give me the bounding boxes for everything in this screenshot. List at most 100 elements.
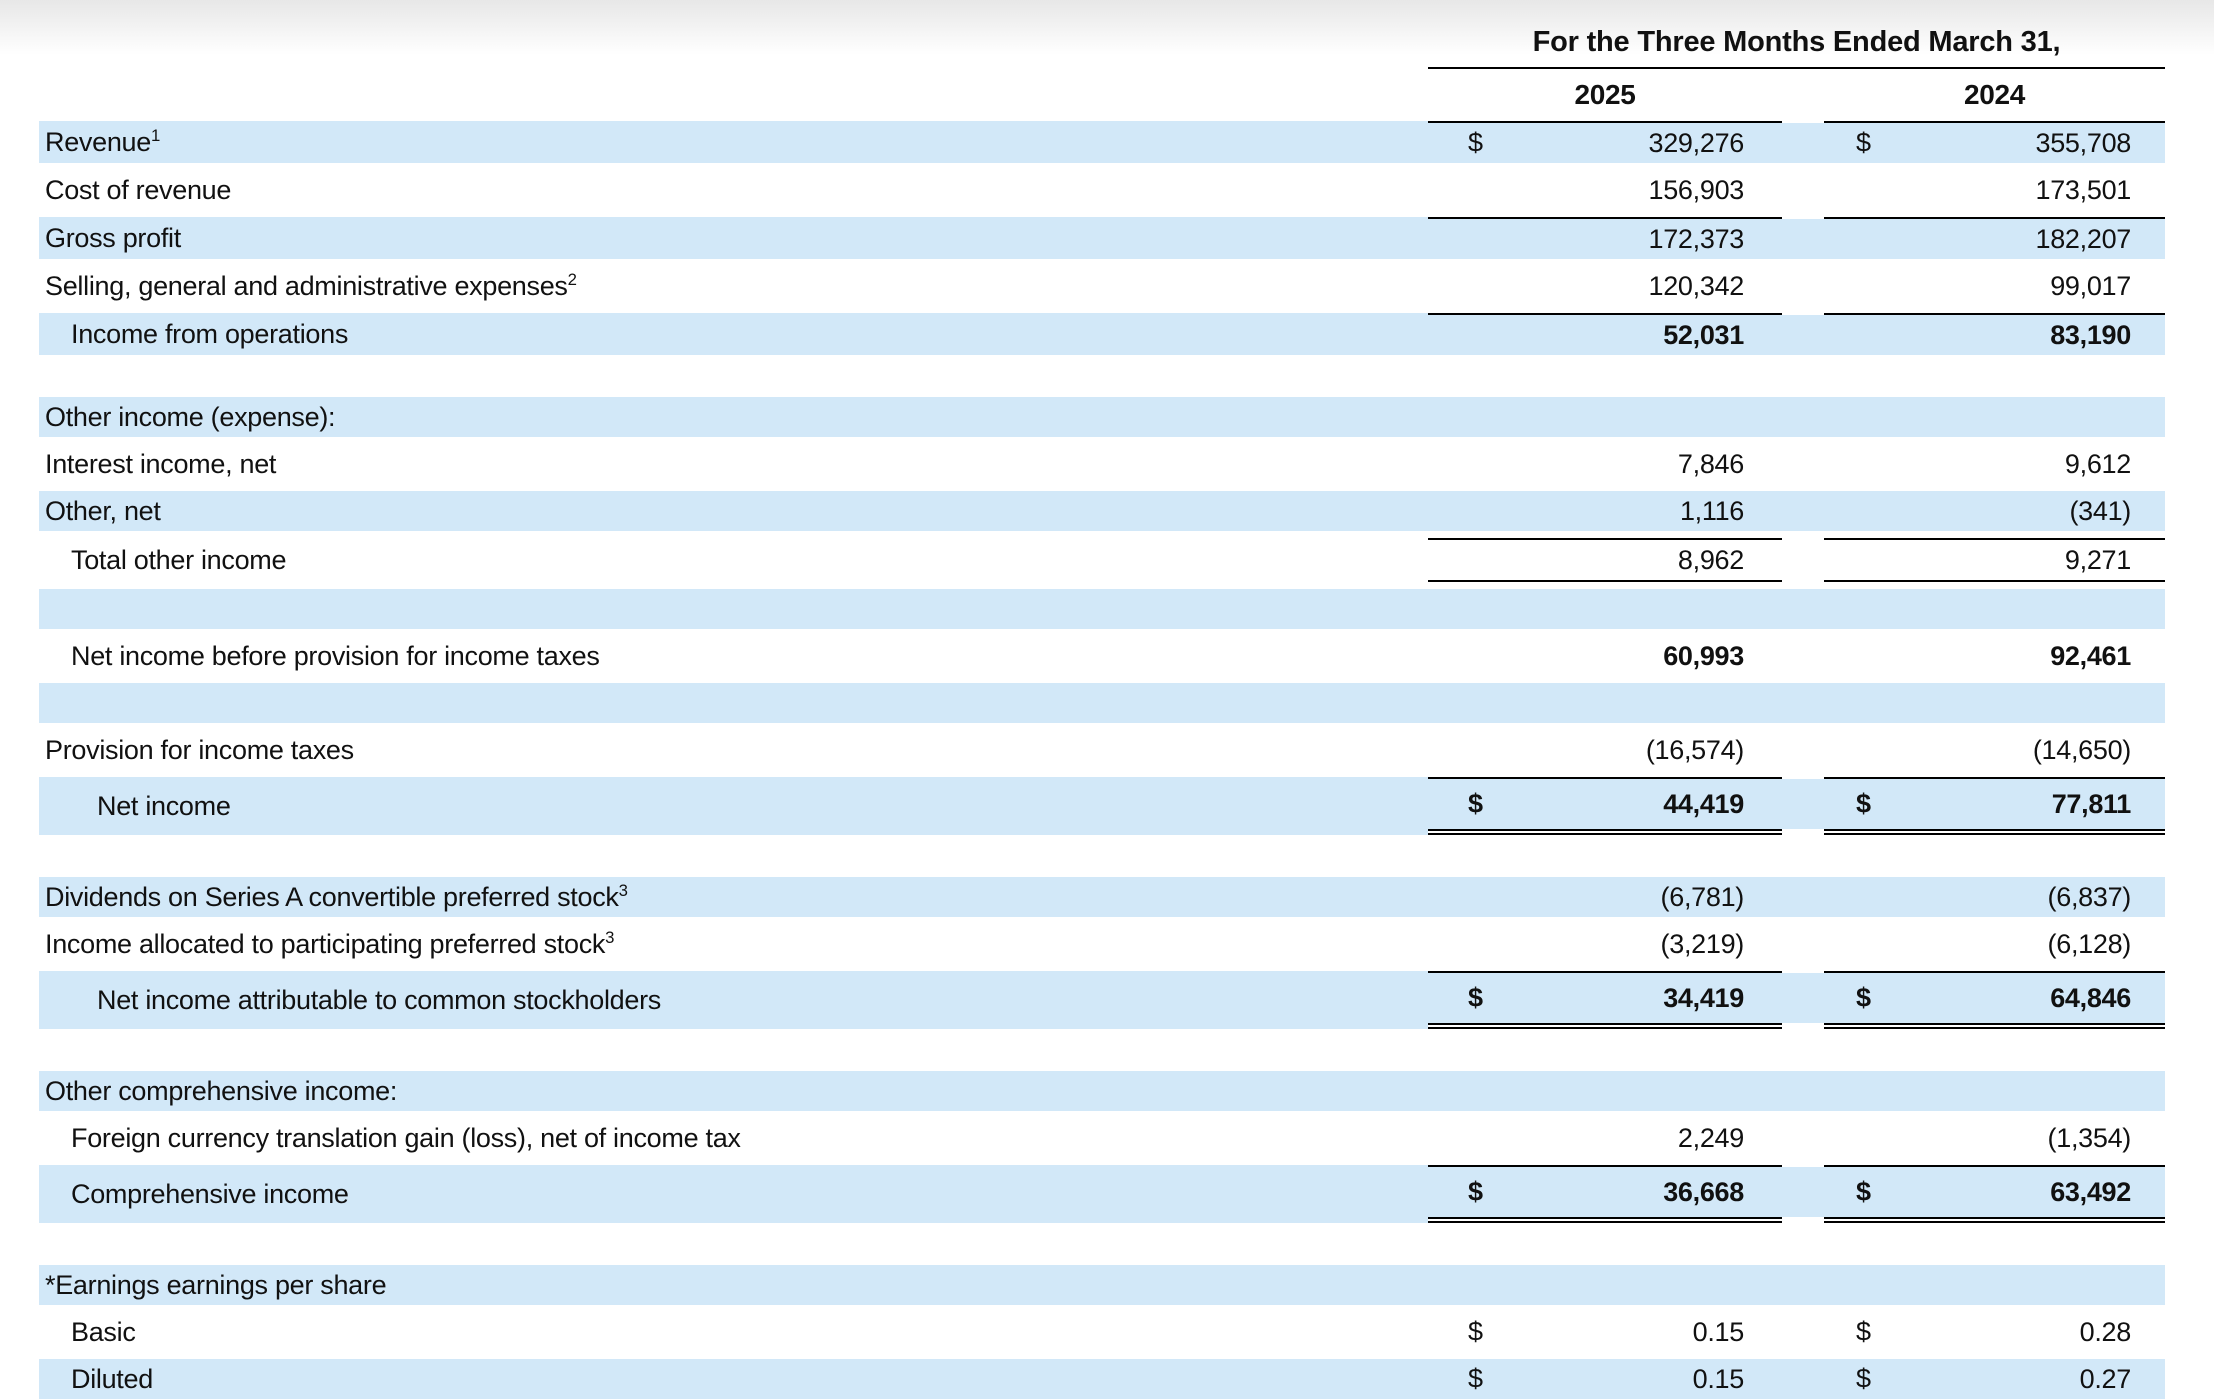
- value-text: 52,031: [1663, 319, 1744, 350]
- column-gap-cell: [1782, 1230, 1824, 1258]
- column-gap-cell: [1782, 76, 1824, 114]
- value-2025-cell: 52,031: [1428, 313, 1782, 355]
- value-2024-cell: 99,017: [1824, 266, 2165, 306]
- value-text: 156,903: [1648, 174, 1745, 205]
- value-text: 0.27: [2079, 1363, 2132, 1394]
- currency-symbol: $: [1468, 127, 1483, 158]
- currency-symbol: $: [1468, 788, 1483, 819]
- value-2025-cell: 172,373: [1428, 217, 1782, 259]
- value-text: 63,492: [2050, 1176, 2131, 1207]
- table-row: Basic $0.15 $0.28: [39, 1312, 2165, 1352]
- value-text: (6,781): [1660, 881, 1745, 912]
- row-label-cell: Dividends on Series A convertible prefer…: [39, 877, 1428, 917]
- value-2025-cell: 156,903: [1428, 170, 1782, 210]
- row-label-cell: [39, 362, 1428, 390]
- row-label-cell: Other income (expense):: [39, 397, 1428, 437]
- value-text: 8,962: [1677, 544, 1744, 575]
- row-label-cell: Diluted: [39, 1359, 1428, 1399]
- column-gap-cell: [1782, 924, 1824, 964]
- value-text: 44,419: [1663, 788, 1744, 819]
- row-label-cell: [39, 683, 1428, 723]
- label-superscript: 3: [618, 880, 628, 900]
- row-label-cell: *Earnings earnings per share: [39, 1265, 1428, 1305]
- table-row: Other income (expense):: [39, 397, 2165, 437]
- value-text: (16,574): [1645, 734, 1744, 765]
- currency-symbol: $: [1856, 1316, 1871, 1347]
- table-body: Revenue1 $329,276 $355,708 Cost of reven…: [39, 121, 2165, 1399]
- value-2024-cell: $0.28: [1824, 1312, 2165, 1352]
- row-label-cell: Selling, general and administrative expe…: [39, 266, 1428, 306]
- table-row: Selling, general and administrative expe…: [39, 266, 2165, 306]
- value-2025-cell: $329,276: [1428, 121, 1782, 163]
- currency-symbol: $: [1468, 1176, 1483, 1207]
- row-label-cell: Gross profit: [39, 217, 1428, 259]
- value-text: 7,846: [1677, 448, 1744, 479]
- value-2024-cell: (14,650): [1824, 730, 2165, 770]
- value-2024-cell: [1824, 842, 2165, 870]
- table-row: Net income attributable to common stockh…: [39, 971, 2165, 1029]
- table-row: [39, 1230, 2165, 1258]
- row-label-cell: Income allocated to participating prefer…: [39, 924, 1428, 964]
- value-text: 34,419: [1663, 982, 1744, 1013]
- value-text: 9,271: [2064, 544, 2131, 575]
- row-label: Revenue: [45, 126, 151, 157]
- label-superscript: 2: [567, 269, 577, 289]
- column-gap-cell: [1782, 1165, 1824, 1223]
- value-2025-cell: $34,419: [1428, 971, 1782, 1029]
- table-row: [39, 683, 2165, 723]
- value-2025-cell: [1428, 397, 1782, 437]
- value-2025-cell: [1428, 1230, 1782, 1258]
- table-row: [39, 589, 2165, 629]
- row-label: Cost of revenue: [45, 174, 232, 205]
- column-gap-cell: [1782, 730, 1824, 770]
- value-2024-cell: [1824, 362, 2165, 390]
- column-gap-cell: [1782, 1118, 1824, 1158]
- currency-symbol: $: [1856, 1176, 1871, 1207]
- column-gap-cell: [1782, 313, 1824, 355]
- table-row: Provision for income taxes (16,574) (14,…: [39, 730, 2165, 770]
- table-row: Revenue1 $329,276 $355,708: [39, 121, 2165, 163]
- value-2024-cell: 9,612: [1824, 444, 2165, 484]
- table-row: Cost of revenue 156,903 173,501: [39, 170, 2165, 210]
- row-label: Gross profit: [45, 222, 181, 253]
- value-text: 64,846: [2050, 982, 2131, 1013]
- row-label-cell: [39, 1230, 1428, 1258]
- value-text: 173,501: [2035, 174, 2132, 205]
- column-gap-cell: [1782, 266, 1824, 306]
- value-2024-cell: $77,811: [1824, 777, 2165, 835]
- table-row: Interest income, net 7,846 9,612: [39, 444, 2165, 484]
- row-label-cell: Revenue1: [39, 121, 1428, 163]
- table-row: Dividends on Series A convertible prefer…: [39, 877, 2165, 917]
- value-2024-cell: (1,354): [1824, 1118, 2165, 1158]
- value-2024-cell: $63,492: [1824, 1165, 2165, 1223]
- label-superscript: 3: [605, 927, 615, 947]
- value-2024-cell: [1824, 1265, 2165, 1305]
- value-2024-cell: (6,837): [1824, 877, 2165, 917]
- value-text: 92,461: [2050, 640, 2131, 671]
- row-label-cell: Provision for income taxes: [39, 730, 1428, 770]
- column-gap-cell: [1782, 217, 1824, 259]
- value-text: 120,342: [1648, 270, 1745, 301]
- value-2024-cell: [1824, 683, 2165, 723]
- row-label: Other, net: [45, 495, 161, 526]
- value-2024-cell: $0.27: [1824, 1359, 2165, 1399]
- column-gap-cell: [1782, 1036, 1824, 1064]
- value-2024-cell: [1824, 1071, 2165, 1111]
- row-label: Selling, general and administrative expe…: [45, 270, 568, 301]
- row-label: Income from operations: [71, 318, 349, 349]
- row-label: Net income attributable to common stockh…: [97, 984, 661, 1015]
- column-gap-cell: [1782, 444, 1824, 484]
- top-gradient: [0, 0, 2214, 55]
- period-header-row: For the Three Months Ended March 31,: [39, 15, 2165, 69]
- row-label-cell: [39, 842, 1428, 870]
- column-gap-cell: [1782, 362, 1824, 390]
- value-text: (6,128): [2047, 928, 2132, 959]
- row-label: Foreign currency translation gain (loss)…: [71, 1122, 741, 1153]
- value-2025-cell: $0.15: [1428, 1359, 1782, 1399]
- value-2024-cell: (341): [1824, 491, 2165, 531]
- table-row: Other, net 1,116 (341): [39, 491, 2165, 531]
- row-label-cell: [39, 589, 1428, 629]
- column-gap-cell: [1782, 491, 1824, 531]
- value-2024-cell: 182,207: [1824, 217, 2165, 259]
- value-2025-cell: 60,993: [1428, 636, 1782, 676]
